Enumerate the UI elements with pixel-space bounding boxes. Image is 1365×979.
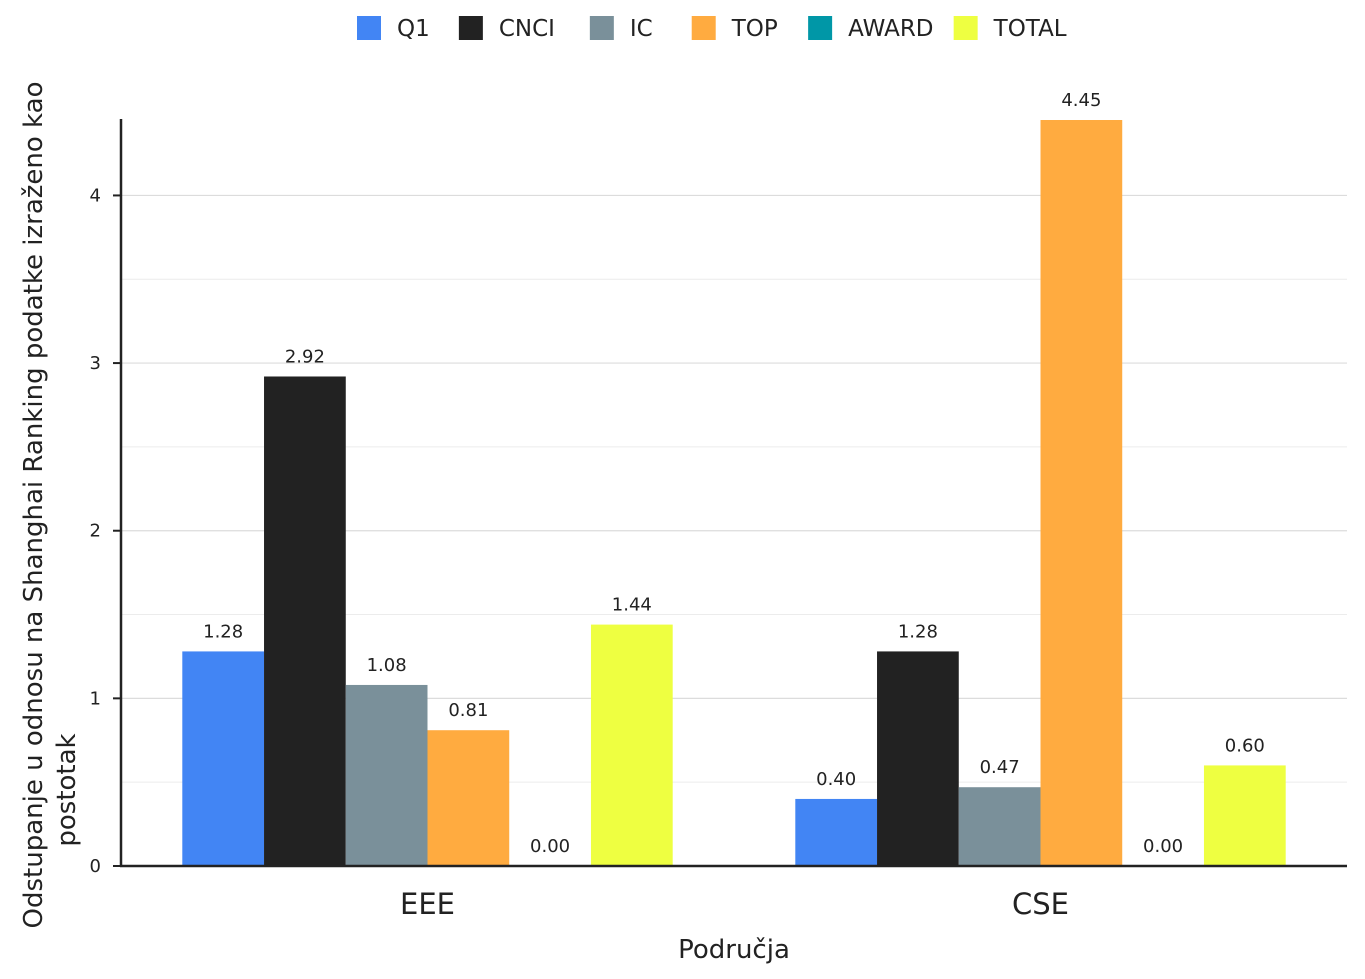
y-tick-label: 2 bbox=[90, 521, 101, 542]
x-tick-label-eee: EEE bbox=[400, 887, 455, 921]
bar-ic-eee bbox=[345, 684, 428, 866]
legend-item-total: TOTAL bbox=[953, 16, 1067, 42]
legend-swatch bbox=[589, 16, 614, 40]
data-label: 0.40 bbox=[816, 769, 856, 790]
data-label: 0.00 bbox=[1143, 836, 1183, 857]
y-tick-label: 1 bbox=[90, 688, 101, 709]
y-axis-title-line-1: Odstupanje u odnosu na Shanghai Ranking … bbox=[19, 82, 49, 929]
legend-label: TOTAL bbox=[993, 16, 1067, 42]
data-label: 1.28 bbox=[203, 621, 243, 642]
data-label: 0.47 bbox=[980, 757, 1020, 778]
data-label: 2.92 bbox=[285, 346, 325, 367]
legend-swatch bbox=[691, 16, 716, 40]
bar-ic-cse bbox=[958, 787, 1041, 866]
x-axis-title: Područja bbox=[678, 935, 790, 965]
bar-total-eee bbox=[590, 624, 673, 866]
legend-swatch bbox=[808, 16, 833, 40]
legend-swatch bbox=[953, 16, 978, 40]
axes bbox=[119, 119, 1347, 868]
bar-top-cse bbox=[1040, 120, 1123, 866]
y-tick-labels: 0 1 2 3 4 bbox=[90, 185, 121, 877]
x-tick-labels: EEE CSE bbox=[400, 887, 1069, 921]
bar-q1-cse bbox=[795, 798, 878, 866]
data-label: 0.00 bbox=[530, 836, 570, 857]
data-label: 0.60 bbox=[1225, 735, 1265, 756]
legend: Q1 CNCI IC TOP AWARD TOTAL bbox=[357, 16, 1067, 42]
legend-item-top: TOP bbox=[691, 16, 778, 42]
data-label: 4.45 bbox=[1061, 90, 1101, 111]
bar-q1-eee bbox=[182, 651, 265, 866]
data-label: 1.08 bbox=[367, 655, 407, 676]
x-tick-label-cse: CSE bbox=[1012, 887, 1069, 921]
legend-label: TOP bbox=[731, 16, 778, 42]
y-tick-label: 4 bbox=[90, 185, 101, 206]
y-tick-label: 0 bbox=[90, 856, 101, 877]
legend-label: CNCI bbox=[499, 16, 555, 42]
bar-top-eee bbox=[427, 730, 510, 866]
legend-label: AWARD bbox=[848, 16, 933, 42]
data-label: 0.81 bbox=[448, 700, 488, 721]
legend-item-award: AWARD bbox=[808, 16, 934, 42]
bar-total-cse bbox=[1203, 765, 1286, 866]
y-axis-title: Odstupanje u odnosu na Shanghai Ranking … bbox=[19, 82, 82, 929]
legend-item-cnci: CNCI bbox=[458, 16, 555, 42]
legend-label: Q1 bbox=[397, 16, 430, 42]
legend-swatch bbox=[458, 16, 483, 40]
legend-label: IC bbox=[630, 16, 653, 42]
y-tick-label: 3 bbox=[90, 353, 101, 374]
data-label: 1.44 bbox=[612, 595, 652, 616]
legend-swatch bbox=[357, 16, 381, 40]
legend-item-q1: Q1 bbox=[357, 16, 430, 42]
bar-cnci-eee bbox=[264, 376, 346, 866]
data-label: 1.28 bbox=[898, 621, 938, 642]
bar-cnci-cse bbox=[877, 651, 959, 866]
legend-item-ic: IC bbox=[589, 16, 653, 42]
y-axis-title-line-2: postotak bbox=[52, 733, 82, 846]
data-labels: 1.28 2.92 1.08 0.81 0.00 1.44 0.40 1.28 0.47 4.45… bbox=[203, 90, 1265, 857]
bars bbox=[182, 120, 1286, 866]
